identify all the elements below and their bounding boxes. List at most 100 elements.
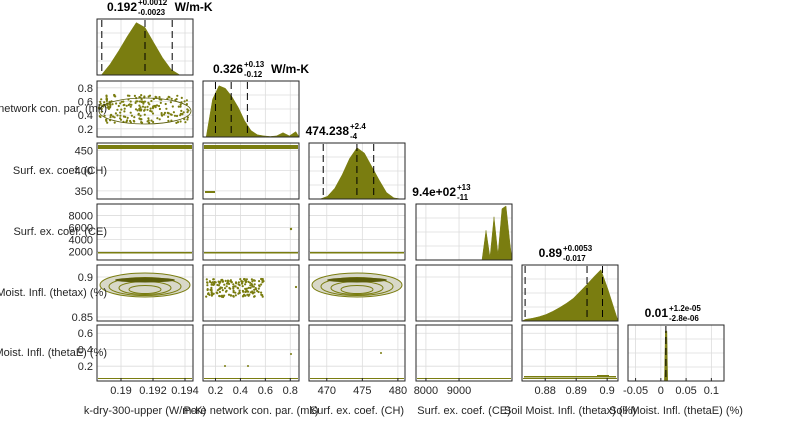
x-tick-label: 0.4 — [233, 385, 248, 397]
y-axis-label: Surf. ex. coef. (CE) — [13, 226, 107, 238]
pair-panel-ch-thetae — [308, 324, 406, 382]
sample-point — [238, 284, 241, 287]
x-axis-label: Soil Moist. Infl. (thetax) (%) — [504, 405, 636, 417]
sample-point — [247, 365, 249, 367]
sample-band — [98, 252, 192, 254]
sample-point — [143, 113, 146, 116]
sample-point — [221, 289, 224, 292]
sample-band — [597, 375, 609, 377]
sample-point — [129, 111, 132, 114]
sample-point — [125, 120, 128, 123]
pair-panel-pore-thetax — [202, 264, 300, 322]
sample-point — [105, 99, 108, 102]
sample-point — [215, 291, 218, 294]
sample-point — [254, 287, 257, 290]
sample-point — [168, 96, 171, 99]
sample-point — [239, 278, 242, 281]
sample-point — [152, 120, 155, 124]
y-axis-label: Surf. ex. coef. (CH) — [13, 165, 107, 177]
sample-band — [98, 145, 192, 149]
sample-point — [244, 283, 247, 286]
sample-point — [128, 94, 131, 97]
sample-point — [186, 108, 189, 111]
sample-point — [181, 113, 184, 116]
sample-point — [260, 291, 263, 294]
y-axis-label: Soil Moist. Infl. (thetaE) (%) — [0, 347, 107, 359]
sample-point — [129, 100, 132, 103]
sample-point — [140, 100, 143, 104]
sample-point — [180, 109, 183, 112]
sample-point — [138, 104, 141, 107]
sample-point — [129, 105, 132, 108]
sample-point — [109, 104, 112, 107]
sample-point — [253, 288, 256, 291]
posterior-density-pore — [203, 85, 300, 138]
sample-point — [183, 118, 186, 121]
sample-point — [138, 100, 142, 103]
title-value: 0.192 — [107, 0, 137, 14]
title-minus: -2.8e-06 — [669, 314, 699, 323]
diag-panel-thetax: 0.89 +0.0053-0.017 — [521, 244, 619, 322]
sample-band — [204, 145, 298, 149]
sample-point — [258, 280, 261, 283]
x-axis-ce: 8000 9000 Surf. ex. coef. (CE) — [414, 378, 511, 417]
panel-frame — [415, 264, 513, 322]
sample-point — [205, 295, 208, 298]
sample-point — [110, 113, 113, 116]
sample-point — [163, 111, 167, 114]
sample-point — [225, 285, 228, 288]
pair-panel-thetax-thetae — [521, 324, 619, 382]
sample-point — [139, 114, 142, 117]
sample-point — [247, 294, 250, 297]
sample-point — [234, 294, 237, 297]
sample-point — [106, 121, 109, 124]
y-tick-label: 450 — [75, 145, 93, 157]
panel-frame — [202, 80, 300, 138]
sample-band — [310, 378, 404, 379]
y-tick-label: 0.85 — [72, 312, 93, 324]
panel-frame — [96, 203, 194, 261]
sample-point — [220, 286, 224, 289]
x-tick-label: 0.2 — [208, 385, 223, 397]
sample-point — [158, 118, 161, 121]
sample-point — [126, 116, 129, 119]
sample-point — [123, 107, 126, 110]
sample-point — [130, 103, 133, 106]
sample-point — [241, 282, 244, 285]
sample-point — [260, 293, 263, 296]
x-tick-label: 0.19 — [110, 385, 131, 397]
sample-point — [294, 285, 298, 289]
sample-band — [417, 378, 511, 379]
sample-point — [253, 283, 256, 286]
sample-point — [175, 114, 179, 118]
sample-point — [380, 352, 382, 354]
sample-point — [217, 280, 220, 283]
sample-point — [143, 108, 146, 111]
sample-point — [113, 94, 116, 97]
sample-point — [120, 108, 123, 111]
sample-point — [129, 121, 132, 124]
sample-point — [220, 295, 223, 298]
title-value: 474.238 — [306, 124, 350, 138]
x-axis-label: Pore network con. par. (mk) — [183, 405, 318, 417]
sample-band — [310, 252, 404, 254]
sample-point — [177, 105, 180, 108]
sample-point — [151, 112, 155, 115]
x-tick-label: 8000 — [414, 385, 438, 397]
panel-frame — [415, 203, 513, 261]
sample-point — [185, 103, 188, 106]
y-tick-label: 0.2 — [78, 124, 93, 136]
diag-panel-ce: 9.4e+02 +13-11 — [412, 183, 513, 261]
sample-point — [224, 279, 227, 282]
sample-point — [147, 101, 150, 104]
x-tick-label: 0 — [658, 385, 664, 397]
pair-panel-k-ce — [96, 203, 194, 261]
sample-point — [245, 287, 248, 290]
sample-point — [246, 290, 249, 293]
sample-point — [158, 96, 161, 99]
sample-point — [219, 280, 222, 283]
sample-point — [212, 292, 215, 295]
sample-point — [169, 113, 172, 116]
panel-frame — [308, 142, 406, 200]
